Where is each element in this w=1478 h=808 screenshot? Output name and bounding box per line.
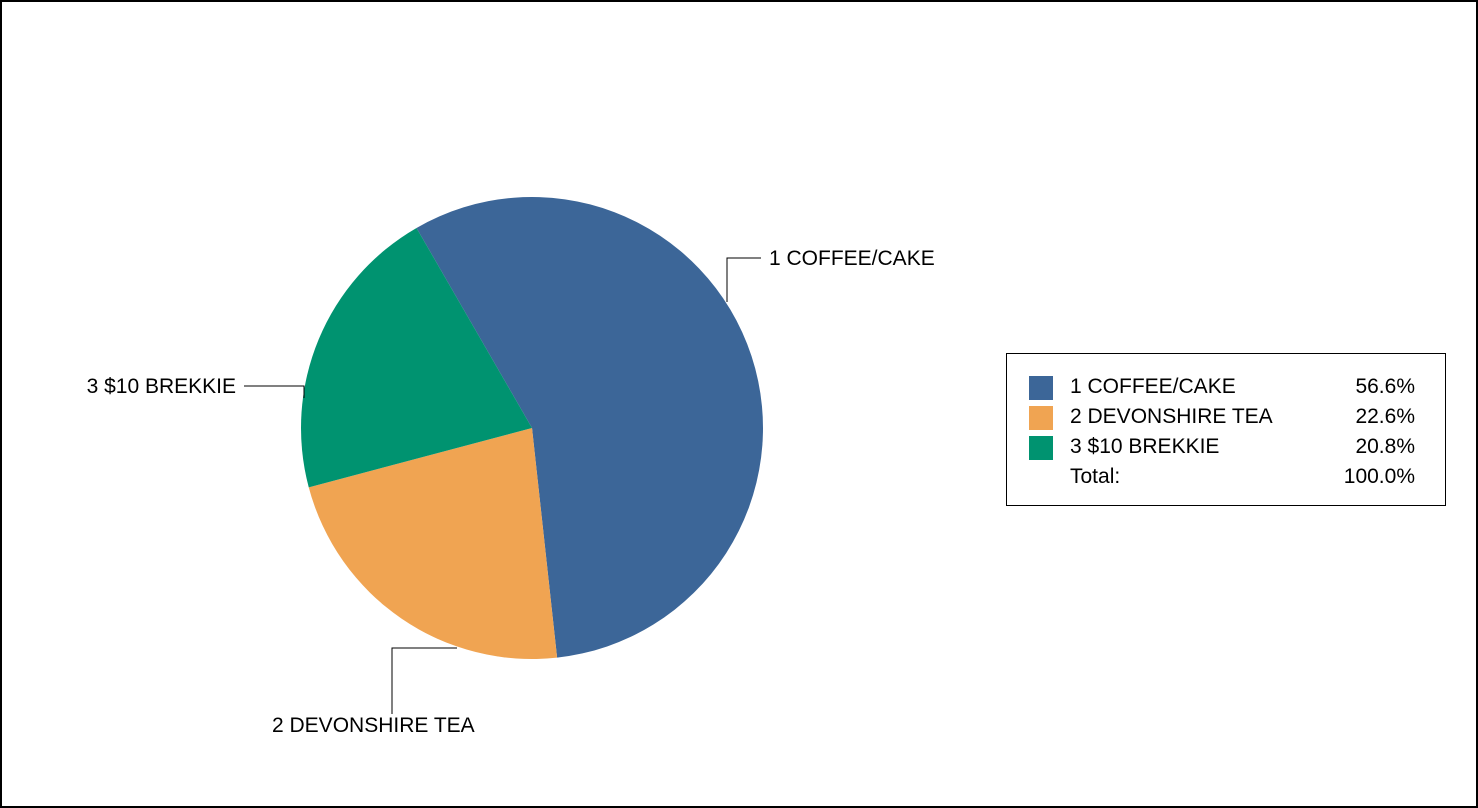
pie-slice-devonshire-tea (308, 428, 558, 659)
legend-total-label: Total: (1070, 465, 1121, 488)
leader-line-brekkie (244, 385, 305, 398)
legend-row-brekkie: 3 $10 BREKKIE 20.8% (1007, 433, 1445, 463)
legend-swatch-brekkie (1029, 436, 1053, 460)
legend-total-value: 100.0% (1343, 465, 1415, 488)
legend-swatch-coffee-cake (1029, 376, 1053, 400)
legend-row-total: Total: 100.0% (1007, 463, 1445, 493)
legend-value: 56.6% (1355, 375, 1415, 398)
legend-row-coffee-cake: 1 COFFEE/CAKE 56.6% (1007, 373, 1445, 403)
pie-slice-brekkie (300, 227, 532, 488)
leader-line-devonshire-tea (391, 647, 457, 714)
legend-row-devonshire-tea: 2 DEVONSHIRE TEA 22.6% (1007, 403, 1445, 433)
leader-line-coffee-cake (726, 257, 761, 302)
legend-swatch-devonshire-tea (1029, 406, 1053, 430)
slice-label-coffee-cake: 1 COFFEE/CAKE (769, 247, 935, 270)
legend-label: 1 COFFEE/CAKE (1070, 375, 1236, 398)
legend-value: 22.6% (1355, 405, 1415, 428)
slice-label-devonshire-tea: 2 DEVONSHIRE TEA (272, 714, 475, 737)
legend-value: 20.8% (1355, 435, 1415, 458)
legend-label: 2 DEVONSHIRE TEA (1070, 405, 1273, 428)
slice-label-brekkie: 3 $10 BREKKIE (87, 375, 236, 398)
legend-label: 3 $10 BREKKIE (1070, 435, 1220, 458)
pie-slices (300, 196, 764, 659)
pie-slice-coffee-cake (416, 196, 764, 658)
legend: 1 COFFEE/CAKE 56.6% 2 DEVONSHIRE TEA 22.… (1006, 353, 1446, 506)
